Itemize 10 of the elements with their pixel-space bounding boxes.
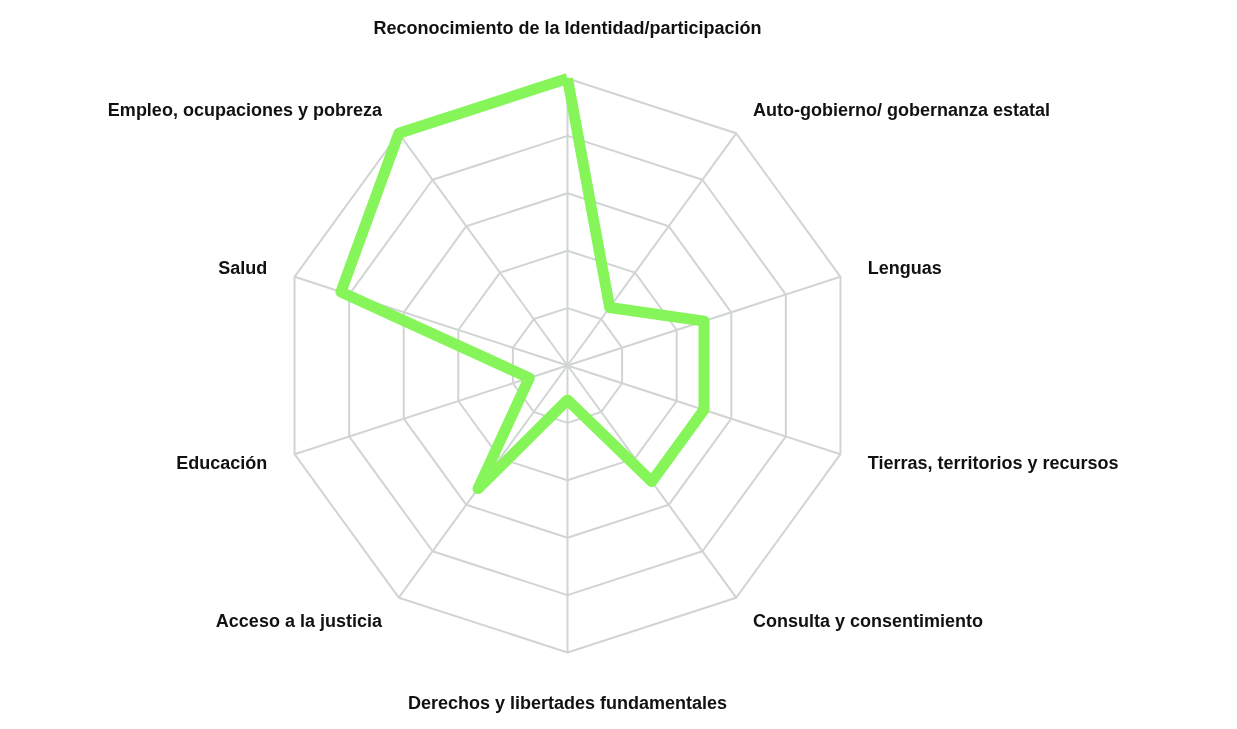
spoke-label: Lenguas — [867, 257, 942, 278]
spoke-label: Reconocimiento de la Identidad/participación — [373, 18, 762, 39]
spoke-label: Educación — [176, 453, 268, 474]
spoke-label: Empleo, ocupaciones y pobreza — [107, 100, 383, 121]
spoke-label: Tierras, territorios y recursos — [867, 453, 1119, 474]
spoke-label: Acceso a la justicia — [215, 610, 383, 631]
spoke-label: Consulta y consentimiento — [753, 610, 984, 631]
spoke-label: Salud — [218, 257, 268, 278]
spoke-label: Auto-gobierno/ gobernanza estatal — [753, 100, 1051, 121]
spoke-label: Derechos y libertades fundamentales — [407, 692, 728, 713]
